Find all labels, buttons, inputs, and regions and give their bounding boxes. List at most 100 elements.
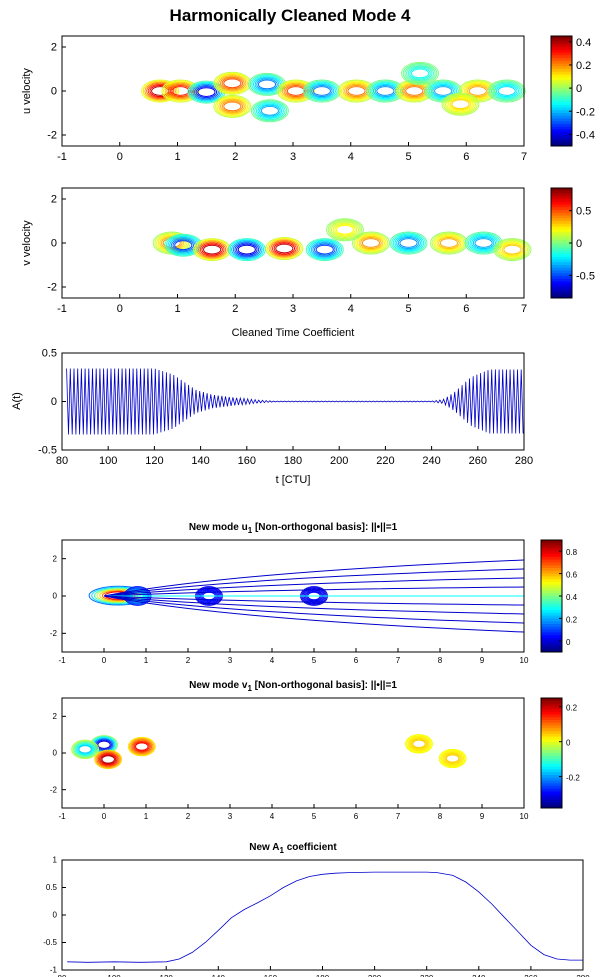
contour-line bbox=[219, 99, 245, 114]
contour-line bbox=[260, 105, 279, 116]
colorbar-band bbox=[551, 234, 572, 238]
x-axis-label: t [CTU] bbox=[276, 474, 311, 486]
contour-line bbox=[438, 237, 460, 249]
x-tick-label: 2 bbox=[232, 151, 238, 163]
colorbar-band bbox=[541, 728, 562, 732]
contour-line bbox=[99, 753, 118, 766]
contour-line bbox=[172, 239, 195, 252]
y-tick-label: 0 bbox=[51, 86, 57, 98]
contour-line bbox=[267, 238, 302, 259]
contour-line bbox=[503, 244, 522, 255]
y-tick-label: 0 bbox=[51, 396, 57, 408]
colorbar-band bbox=[541, 629, 562, 633]
x-tick-label: 5 bbox=[312, 812, 317, 821]
colorbar-band bbox=[541, 626, 562, 631]
colorbar-band bbox=[551, 143, 572, 147]
colorbar-band bbox=[551, 69, 572, 73]
colorbar-band bbox=[551, 292, 572, 296]
contour-line bbox=[332, 222, 358, 237]
colorbar-band bbox=[541, 542, 562, 547]
contour-line bbox=[281, 82, 310, 100]
chart-2: 80 100 120 140 160 180 200 220 240 260 280 0.5 0 -0.5… bbox=[11, 348, 533, 486]
contour-line bbox=[496, 240, 529, 259]
contour-line bbox=[227, 238, 266, 262]
contour-line bbox=[497, 86, 516, 96]
colorbar-band bbox=[541, 618, 562, 622]
y-tick-label: -2 bbox=[50, 785, 58, 794]
contour-line bbox=[268, 239, 301, 258]
colorbar-band bbox=[541, 570, 562, 575]
colorbar-band bbox=[541, 584, 562, 589]
colorbar-band bbox=[551, 232, 572, 236]
colorbar-band bbox=[551, 259, 572, 263]
contour-line bbox=[234, 242, 260, 257]
colorbar-band bbox=[541, 643, 562, 647]
x-tick-label: 4 bbox=[348, 303, 354, 315]
contour-line bbox=[196, 240, 228, 259]
colorbar-band bbox=[551, 218, 572, 222]
colorbar-band bbox=[551, 243, 572, 247]
colorbar-band bbox=[541, 556, 562, 561]
contour-line bbox=[448, 97, 473, 112]
colorbar-band bbox=[551, 58, 572, 62]
colorbar-band bbox=[551, 201, 572, 205]
contour-line bbox=[446, 96, 475, 113]
colorbar-band bbox=[541, 559, 562, 563]
series-line bbox=[67, 871, 583, 963]
colorbar-band bbox=[541, 598, 562, 603]
x-tick-label: 240 bbox=[422, 455, 440, 467]
colorbar-tick-label: 0.2 bbox=[566, 615, 578, 624]
x-tick-label: 6 bbox=[463, 151, 469, 163]
contour-line bbox=[443, 93, 478, 115]
colorbar-band bbox=[541, 700, 562, 704]
colorbar-tick-label: 0 bbox=[566, 638, 571, 647]
colorbar-band bbox=[551, 66, 572, 70]
contour-line bbox=[255, 102, 284, 120]
colorbar-band bbox=[541, 604, 562, 608]
colorbar-band bbox=[541, 596, 562, 600]
colorbar-band bbox=[551, 110, 572, 114]
colorbar-band bbox=[541, 788, 562, 792]
x-tick-label: 1 bbox=[174, 151, 180, 163]
x-tick-label: 7 bbox=[521, 151, 527, 163]
x-tick-label: 0 bbox=[117, 151, 123, 163]
contour-line bbox=[310, 241, 339, 258]
contour-line bbox=[335, 224, 355, 235]
colorbar-band bbox=[541, 621, 562, 625]
x-tick-label: 1 bbox=[174, 303, 180, 315]
colorbar-band bbox=[551, 118, 572, 122]
y-tick-label: 1 bbox=[53, 856, 58, 865]
contour-line bbox=[467, 233, 500, 253]
contour-line bbox=[216, 97, 249, 116]
contour-line bbox=[71, 739, 100, 759]
colorbar-band bbox=[551, 113, 572, 117]
colorbar-band bbox=[541, 714, 562, 718]
contour-line bbox=[407, 66, 433, 81]
contour-line bbox=[430, 83, 456, 99]
colorbar-band bbox=[551, 229, 572, 233]
contour-line bbox=[285, 85, 307, 97]
contour-line bbox=[399, 238, 418, 248]
contour-line bbox=[94, 749, 123, 770]
colorbar-band bbox=[551, 52, 572, 56]
contour-line bbox=[276, 79, 315, 103]
colorbar-band bbox=[541, 758, 562, 762]
contour-line bbox=[146, 82, 175, 100]
x-tick-label: 140 bbox=[212, 974, 226, 977]
colorbar-band bbox=[551, 193, 572, 197]
x-tick-label: 180 bbox=[316, 974, 330, 977]
contour-line bbox=[492, 82, 521, 100]
contour-line bbox=[203, 244, 222, 255]
colorbar-band bbox=[541, 554, 562, 558]
contour-line bbox=[168, 83, 193, 99]
colorbar-band bbox=[541, 615, 562, 619]
contour-line bbox=[312, 242, 338, 257]
contour-line bbox=[193, 238, 232, 262]
colorbar-band bbox=[551, 102, 572, 106]
colorbar-band bbox=[551, 204, 572, 208]
x-tick-label: 80 bbox=[56, 455, 68, 467]
contour-line bbox=[265, 237, 304, 260]
contour-line bbox=[195, 86, 218, 99]
colorbar-band bbox=[541, 548, 562, 552]
